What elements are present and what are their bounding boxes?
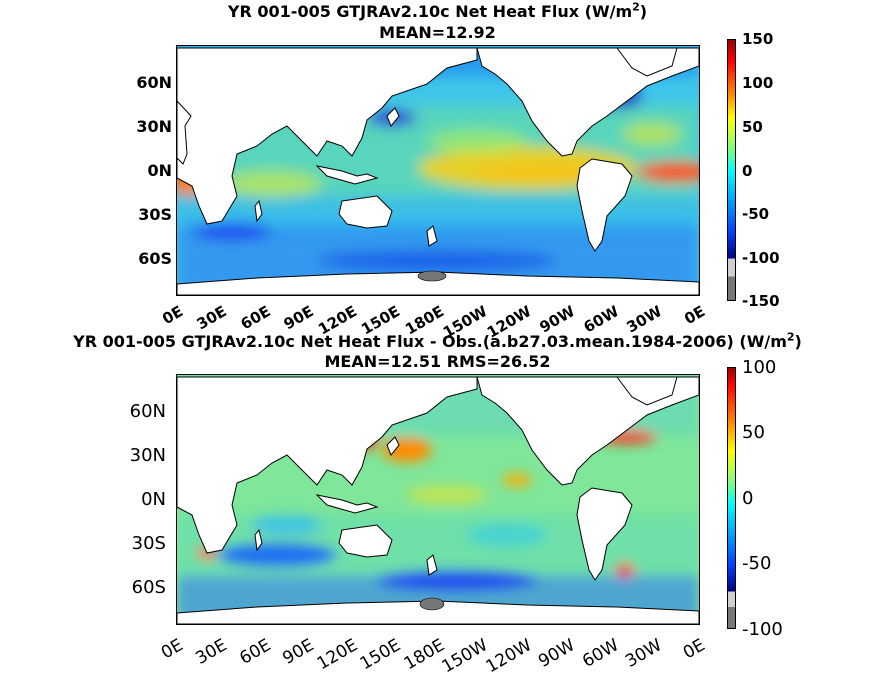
panel1-ytick-60n: 60N xyxy=(136,73,172,92)
panel1-xtick-60e: 60E xyxy=(237,302,274,334)
panel2-xtick-30e: 30E xyxy=(191,635,230,669)
panel2-xtick-150e: 150E xyxy=(356,635,404,675)
panel2-cbar-tick-m50: -50 xyxy=(742,553,772,574)
panel1-title-line1: YR 001-005 GTJRAv2.10c Net Heat Flux (W/… xyxy=(227,0,648,21)
panel1-cbar-tick-100: 100 xyxy=(742,74,774,92)
panel2-xtick-180e: 180E xyxy=(400,635,448,675)
panel1-cbar-tick-150: 150 xyxy=(742,30,774,48)
panel2-xtick-150w: 150W xyxy=(438,635,491,677)
panel2-cbar-tick-0: 0 xyxy=(742,488,754,509)
panel1-map xyxy=(176,45,700,296)
panel1-title-line2: MEAN=12.92 xyxy=(379,23,496,42)
panel2-xtick-0e-end: 0E xyxy=(680,635,709,664)
panel2-xtick-120e: 120E xyxy=(313,635,361,675)
panel1-cbar-tick-m100: -100 xyxy=(742,249,780,267)
panel2-xtick-60e: 60E xyxy=(235,635,274,669)
panel2-xtick-120w: 120W xyxy=(482,635,535,677)
panel2-colorbar xyxy=(727,367,736,629)
panel2-xtick-30w: 30W xyxy=(621,635,665,672)
panel1-ytick-60s: 60S xyxy=(138,249,172,268)
panel1-ytick-30s: 30S xyxy=(138,205,172,224)
panel1-xtick-60w: 60W xyxy=(580,302,622,337)
panel1-xtick-30e: 30E xyxy=(193,302,230,334)
panel1-ytick-0n: 0N xyxy=(147,161,172,180)
panel2-title-line2: MEAN=12.51 RMS=26.52 xyxy=(324,352,551,371)
panel1-ytick-30n: 30N xyxy=(136,117,172,136)
panel2-xtick-90e: 90E xyxy=(278,635,317,669)
panel2-ytick-30s: 30S xyxy=(131,533,166,554)
panel2-ytick-60s: 60S xyxy=(131,577,166,598)
panel2-xtick-60w: 60W xyxy=(578,635,622,672)
panel1-xtick-0e-end: 0E xyxy=(681,302,709,329)
panel2-cbar-tick-m100: -100 xyxy=(742,619,783,640)
panel2-ytick-60n: 60N xyxy=(129,401,166,422)
panel1-cbar-tick-m150: -150 xyxy=(742,292,780,310)
panel1-colorbar xyxy=(727,39,736,301)
panel2-xtick-90w: 90W xyxy=(534,635,578,672)
panel2-map xyxy=(176,374,700,625)
panel1-flux-field xyxy=(177,46,699,295)
panel2-ytick-0n: 0N xyxy=(141,489,166,510)
panel1-cbar-tick-m50: -50 xyxy=(742,205,770,223)
panel1-cbar-tick-50: 50 xyxy=(742,118,763,136)
panel1-xtick-90e: 90E xyxy=(280,302,317,334)
panel1-xtick-90w: 90W xyxy=(536,302,578,337)
panel2-title-line1: YR 001-005 GTJRAv2.10c Net Heat Flux - O… xyxy=(73,330,802,351)
panel1-xtick-30w: 30W xyxy=(623,302,665,337)
panel1-xtick-0e: 0E xyxy=(159,302,187,329)
panel2-cbar-tick-50: 50 xyxy=(742,422,765,443)
panel2-xtick-0e: 0E xyxy=(158,635,187,664)
panel2-ytick-30n: 30N xyxy=(129,445,166,466)
panel2-cbar-tick-100: 100 xyxy=(742,357,777,378)
panel2-flux-difference-field xyxy=(177,375,699,624)
panel1-cbar-tick-0: 0 xyxy=(742,162,753,180)
